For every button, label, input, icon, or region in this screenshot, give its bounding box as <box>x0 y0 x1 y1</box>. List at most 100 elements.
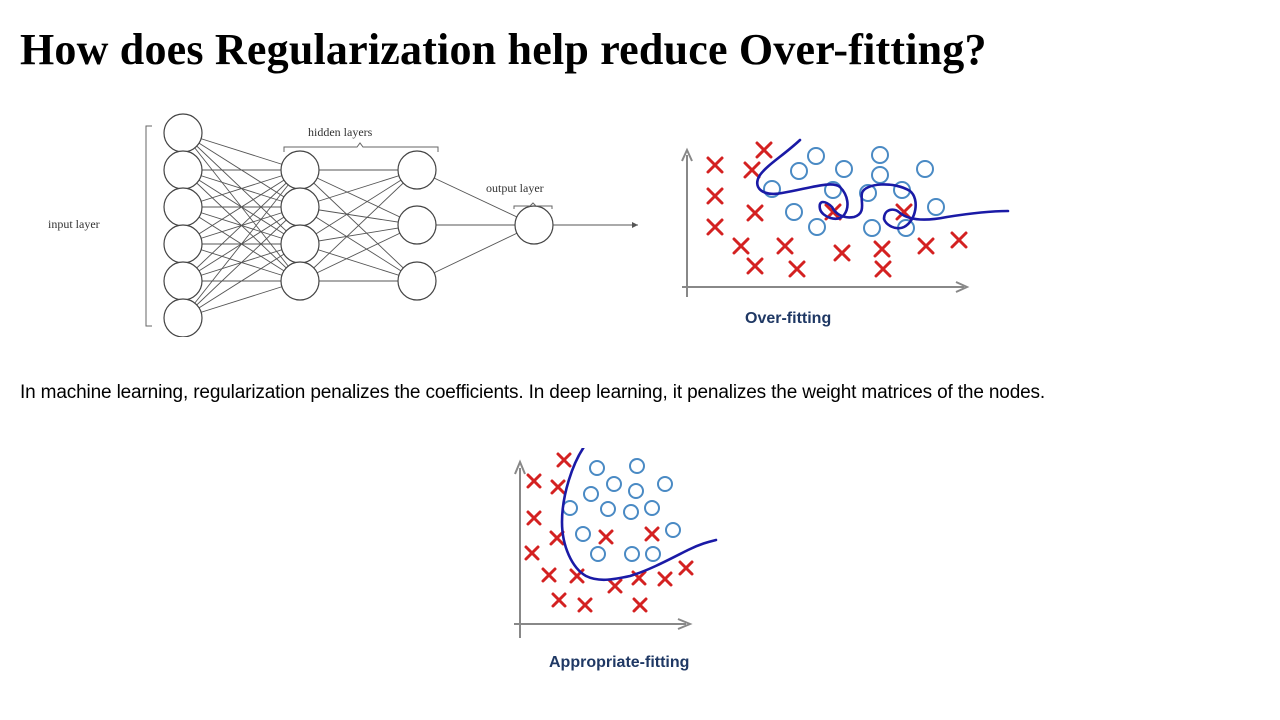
output-layer-brace <box>513 202 553 209</box>
cross-mark <box>632 597 648 613</box>
cross-stroke <box>541 567 557 583</box>
appropriate-fitting-plot <box>514 448 718 638</box>
input-layer-label: input layer <box>48 217 100 231</box>
network-node <box>280 187 320 227</box>
cross-stroke <box>833 244 851 262</box>
network-node <box>397 205 437 245</box>
network-node <box>397 150 437 190</box>
cross-stroke <box>755 141 773 159</box>
overfit-decision-boundary <box>755 138 1010 230</box>
input-layer-bracket <box>145 125 152 327</box>
network-edge <box>299 169 418 245</box>
cross-mark <box>746 257 764 275</box>
network-node <box>163 298 203 337</box>
cross-stroke <box>895 203 913 221</box>
cross-stroke <box>526 473 542 489</box>
cross-stroke <box>631 570 647 586</box>
network-edge <box>182 169 301 208</box>
network-node <box>514 205 554 245</box>
cross-stroke <box>950 231 968 249</box>
circle-mark <box>606 476 622 492</box>
cross-stroke <box>706 156 724 174</box>
cross-mark <box>706 218 724 236</box>
circle-mark <box>665 522 681 538</box>
slide-title: How does Regularization help reduce Over… <box>20 25 987 74</box>
x-axis-arrow <box>677 618 693 630</box>
cross-stroke <box>746 257 764 275</box>
circle-mark <box>624 546 640 562</box>
cross-mark <box>551 592 567 608</box>
circle-mark <box>562 500 578 516</box>
network-connections <box>182 132 535 319</box>
cross-stroke <box>776 237 794 255</box>
cross-mark <box>644 526 660 542</box>
output-layer-label: output layer <box>486 181 544 195</box>
cross-stroke <box>788 260 806 278</box>
network-edge <box>299 206 418 282</box>
cross-stroke <box>550 479 566 495</box>
circle-mark <box>790 162 808 180</box>
circle-mark <box>863 219 881 237</box>
cross-mark <box>556 452 572 468</box>
appropriate-decision-boundary <box>560 448 718 582</box>
network-edge <box>299 169 418 226</box>
cross-stroke <box>551 592 567 608</box>
network-edge <box>182 169 301 245</box>
network-node <box>280 261 320 301</box>
cross-stroke <box>678 560 694 576</box>
network-edge <box>416 169 535 226</box>
cross-mark <box>706 156 724 174</box>
cross-stroke <box>644 526 660 542</box>
cross-mark <box>776 237 794 255</box>
circle-mark <box>590 546 606 562</box>
circle-mark <box>600 501 616 517</box>
slide-body-text: In machine learning, regularization pena… <box>20 382 1046 403</box>
cross-mark <box>549 530 565 546</box>
network-edge <box>416 224 535 282</box>
cross-mark <box>950 231 968 249</box>
overfitting-caption: Over-fitting <box>745 310 832 327</box>
cross-stroke <box>657 571 673 587</box>
network-node <box>163 261 203 301</box>
network-edge <box>299 243 418 282</box>
cross-stroke <box>706 218 724 236</box>
cross-stroke <box>746 204 764 222</box>
cross-mark <box>732 237 750 255</box>
network-node <box>163 187 203 227</box>
circle-mark <box>645 546 661 562</box>
network-node <box>163 150 203 190</box>
circle-mark <box>871 166 889 184</box>
appropriate-cross-points <box>524 452 694 613</box>
network-edge <box>299 169 418 208</box>
cross-mark <box>833 244 851 262</box>
network-edge <box>182 132 301 171</box>
cross-mark <box>657 571 673 587</box>
circle-mark <box>807 147 825 165</box>
circle-mark <box>808 218 826 236</box>
cross-mark <box>598 529 614 545</box>
cross-stroke <box>917 237 935 255</box>
circle-mark <box>628 483 644 499</box>
cross-stroke <box>607 578 623 594</box>
hidden-layers-label: hidden layers <box>308 125 373 139</box>
cross-mark <box>607 578 623 594</box>
cross-mark <box>755 141 773 159</box>
overfitting-plot <box>681 138 1010 297</box>
appropriate-circle-points <box>562 458 681 562</box>
cross-mark <box>788 260 806 278</box>
y-axis-arrow <box>681 147 693 162</box>
circle-mark <box>763 180 781 198</box>
cross-stroke <box>743 161 761 179</box>
cross-mark <box>577 597 593 613</box>
cross-mark <box>541 567 557 583</box>
cross-stroke <box>632 597 648 613</box>
network-node <box>280 224 320 264</box>
network-edge <box>182 169 301 282</box>
circle-mark <box>623 504 639 520</box>
cross-stroke <box>874 260 892 278</box>
cross-stroke <box>549 530 565 546</box>
network-edge <box>299 169 418 282</box>
circle-mark <box>785 203 803 221</box>
cross-mark <box>917 237 935 255</box>
network-edge <box>182 206 301 319</box>
